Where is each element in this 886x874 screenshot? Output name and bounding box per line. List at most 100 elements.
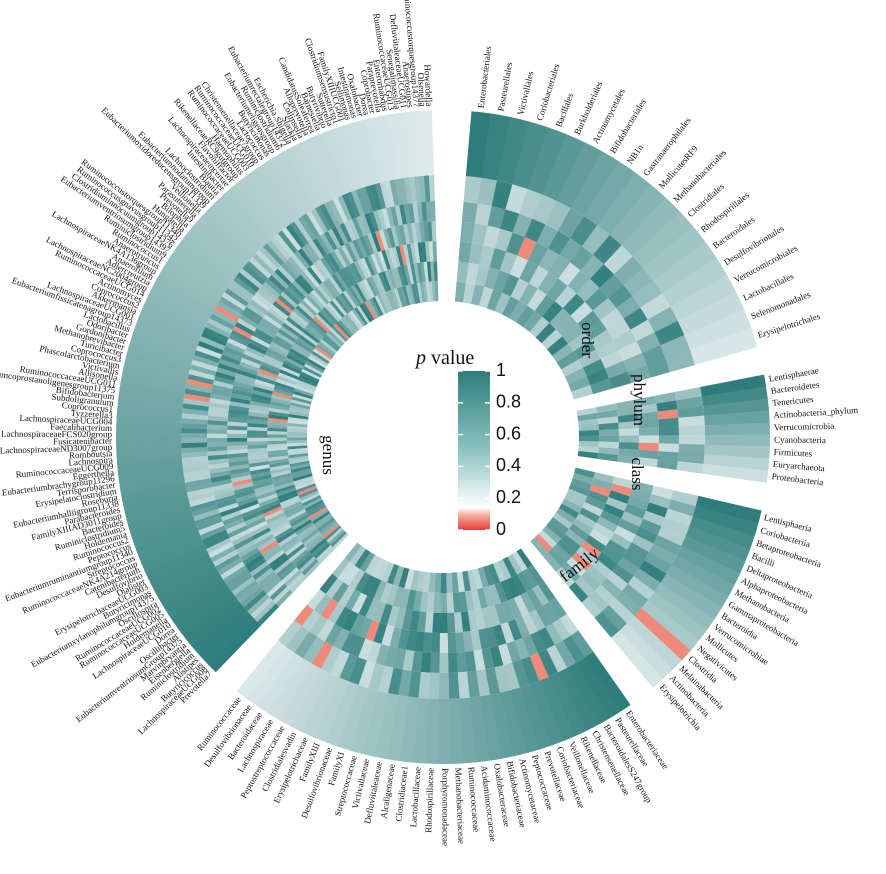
heatmap-cell (310, 508, 329, 522)
heatmap-cell (181, 437, 208, 444)
heatmap-cell (325, 681, 359, 747)
heatmap-cell (181, 235, 237, 281)
heatmap-cell (372, 601, 387, 623)
heatmap-cell (287, 447, 308, 453)
heatmap-cell (191, 359, 218, 372)
heatmap-cell (406, 111, 420, 177)
heatmap-cell (337, 561, 355, 583)
heatmap-cell (209, 466, 230, 474)
heatmap-cell (290, 345, 310, 359)
heatmap-cell (568, 331, 591, 352)
heatmap-cell (653, 535, 682, 556)
heatmap-cell (136, 316, 200, 346)
heatmap-cell (270, 397, 291, 406)
heatmap-cell (571, 551, 592, 571)
heatmap-cell (426, 592, 435, 613)
heatmap-cell (240, 357, 261, 369)
heatmap-cell (207, 424, 228, 430)
heatmap-cell (434, 572, 441, 593)
heatmap-cell (205, 207, 257, 258)
heatmap-cell (594, 584, 616, 606)
heatmap-cell (578, 424, 599, 432)
heatmap-cell (278, 532, 298, 547)
heatmap-cell (556, 538, 577, 558)
heatmap-cell (270, 469, 292, 478)
heatmap-cell (621, 583, 649, 609)
heatmap-cell (542, 601, 560, 624)
heatmap-cell (658, 435, 680, 445)
heatmap-cell (335, 321, 352, 339)
heatmap-cell (431, 221, 437, 242)
heatmap-cell (337, 246, 351, 266)
heatmap-cell (297, 485, 317, 496)
heatmap-cell (289, 514, 309, 527)
heatmap-cell (116, 413, 182, 424)
heatmap-cell (666, 564, 729, 609)
heatmap-cell (657, 526, 686, 547)
heatmap-cell (437, 698, 451, 764)
heatmap-cell (288, 313, 307, 329)
heatmap-cell (390, 226, 400, 247)
heatmap-cell (366, 577, 382, 599)
heatmap-cell (424, 612, 434, 633)
heatmap-cell (494, 665, 511, 693)
heatmap-cell (399, 286, 408, 307)
heatmap-cell (267, 420, 288, 426)
heatmap-cell (267, 417, 288, 423)
heatmap-cell (421, 201, 428, 222)
heatmap-cell (384, 269, 395, 290)
taxon-label: Rhodospirillaceae (423, 768, 435, 833)
heatmap-cell (221, 292, 247, 311)
heatmap-cell (399, 245, 408, 266)
heatmap-cell (304, 533, 323, 549)
heatmap-cell (239, 314, 259, 329)
heatmap-cell (617, 557, 640, 577)
heatmap-cell (186, 378, 213, 389)
heatmap-cell (577, 412, 598, 422)
heatmap-cell (320, 521, 339, 537)
heatmap-cell (276, 375, 297, 386)
heatmap-cell (232, 325, 253, 339)
heatmap-cell (316, 132, 347, 196)
heatmap-cell (429, 652, 440, 673)
heatmap-cell (264, 509, 284, 521)
heatmap-cell (500, 621, 515, 644)
heatmap-cell (616, 406, 638, 417)
heatmap-cell (310, 318, 328, 335)
heatmap-cell (231, 576, 256, 596)
heatmap-cell (327, 329, 345, 346)
heatmap-cell (358, 638, 374, 661)
heatmap-cell (267, 430, 288, 435)
heatmap-cell (568, 581, 589, 603)
heatmap-cell (267, 446, 288, 452)
heatmap-cell (392, 586, 405, 608)
heatmap-cell (137, 530, 201, 560)
heatmap-cell (581, 596, 602, 618)
heatmap-cell (287, 428, 308, 433)
heatmap-cell (341, 193, 357, 220)
heatmap-cell (263, 546, 283, 562)
heatmap-cell (229, 400, 250, 409)
heatmap-cell (233, 485, 255, 495)
heatmap-cell (135, 525, 199, 554)
heatmap-cell (213, 375, 235, 386)
heatmap-cell (381, 249, 391, 270)
heatmap-cell (143, 299, 206, 332)
heatmap-cell (183, 393, 211, 403)
heatmap-cell (260, 361, 281, 373)
heatmap-cell (554, 285, 577, 309)
heatmap-cell (247, 454, 269, 461)
heatmap-cell (542, 301, 564, 323)
heatmap-cell (428, 241, 434, 262)
heatmap-cell (370, 253, 382, 274)
heatmap-cell (269, 583, 288, 601)
heatmap-cell (141, 305, 204, 337)
heatmap-cell (347, 264, 361, 284)
heatmap-cell (556, 567, 575, 588)
heatmap-cell (586, 368, 610, 386)
heatmap-cell (467, 610, 479, 632)
heatmap-cell (334, 126, 361, 190)
heatmap-cell (250, 596, 273, 619)
heatmap-cell (295, 480, 316, 490)
heatmap-cell (280, 366, 301, 377)
